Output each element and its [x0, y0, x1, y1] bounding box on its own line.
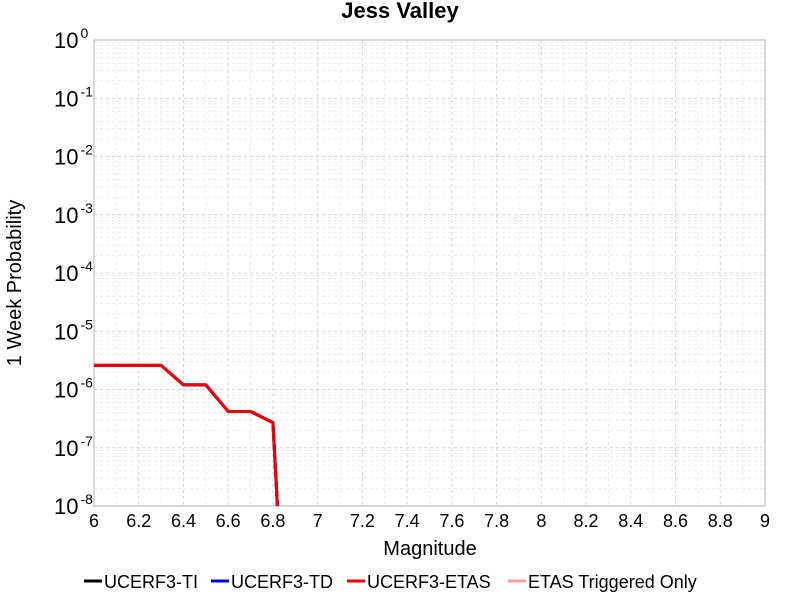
x-tick-label: 8.4 — [618, 511, 643, 531]
chart-title: Jess Valley — [341, 0, 459, 23]
series-line-ucerf3-etas — [94, 363, 279, 507]
legend-label: ETAS Triggered Only — [528, 572, 697, 592]
legend-label: UCERF3-TI — [104, 572, 198, 592]
y-tick-label: 10 -6 — [54, 375, 93, 403]
y-tick-label: 10 -5 — [54, 316, 93, 344]
y-tick-label: 10 -7 — [54, 433, 93, 461]
x-axis-ticks: 6 6.2 6.4 6.6 6.8 7 7.2 7.4 7.6 7.8 8 8.2 8.4 8.6 8.8 9 — [89, 511, 770, 531]
y-tick-label: 10 -3 — [54, 200, 93, 228]
y-tick-label: 10 0 — [54, 25, 88, 53]
x-tick-label: 8.2 — [574, 511, 599, 531]
x-tick-label: 7 — [313, 511, 323, 531]
x-tick-label: 9 — [760, 511, 770, 531]
y-tick-label: 10 -8 — [54, 491, 93, 519]
x-tick-label: 6 — [89, 511, 99, 531]
x-tick-label: 7.4 — [395, 511, 420, 531]
series-group — [94, 363, 279, 507]
legend: UCERF3-TI UCERF3-TD UCERF3-ETAS ETAS Trigge… — [84, 572, 697, 592]
x-tick-label: 8.6 — [663, 511, 688, 531]
grid — [94, 40, 765, 506]
y-tick-label: 10 -1 — [54, 83, 93, 111]
x-tick-label: 6.6 — [216, 511, 241, 531]
y-axis-label: 1 Week Probability — [4, 200, 26, 366]
x-tick-label: 8.8 — [708, 511, 733, 531]
x-tick-label: 6.8 — [260, 511, 285, 531]
x-axis-label: Magnitude — [383, 538, 476, 560]
legend-label: UCERF3-ETAS — [367, 572, 491, 592]
x-tick-label: 6.4 — [171, 511, 196, 531]
y-tick-label: 10 -4 — [54, 258, 93, 286]
x-tick-label: 7.2 — [350, 511, 375, 531]
y-tick-label: 10 -2 — [54, 142, 93, 170]
x-tick-label: 7.6 — [439, 511, 464, 531]
x-tick-label: 7.8 — [484, 511, 509, 531]
legend-label: UCERF3-TD — [231, 572, 333, 592]
x-tick-label: 8 — [536, 511, 546, 531]
x-tick-label: 6.2 — [126, 511, 151, 531]
